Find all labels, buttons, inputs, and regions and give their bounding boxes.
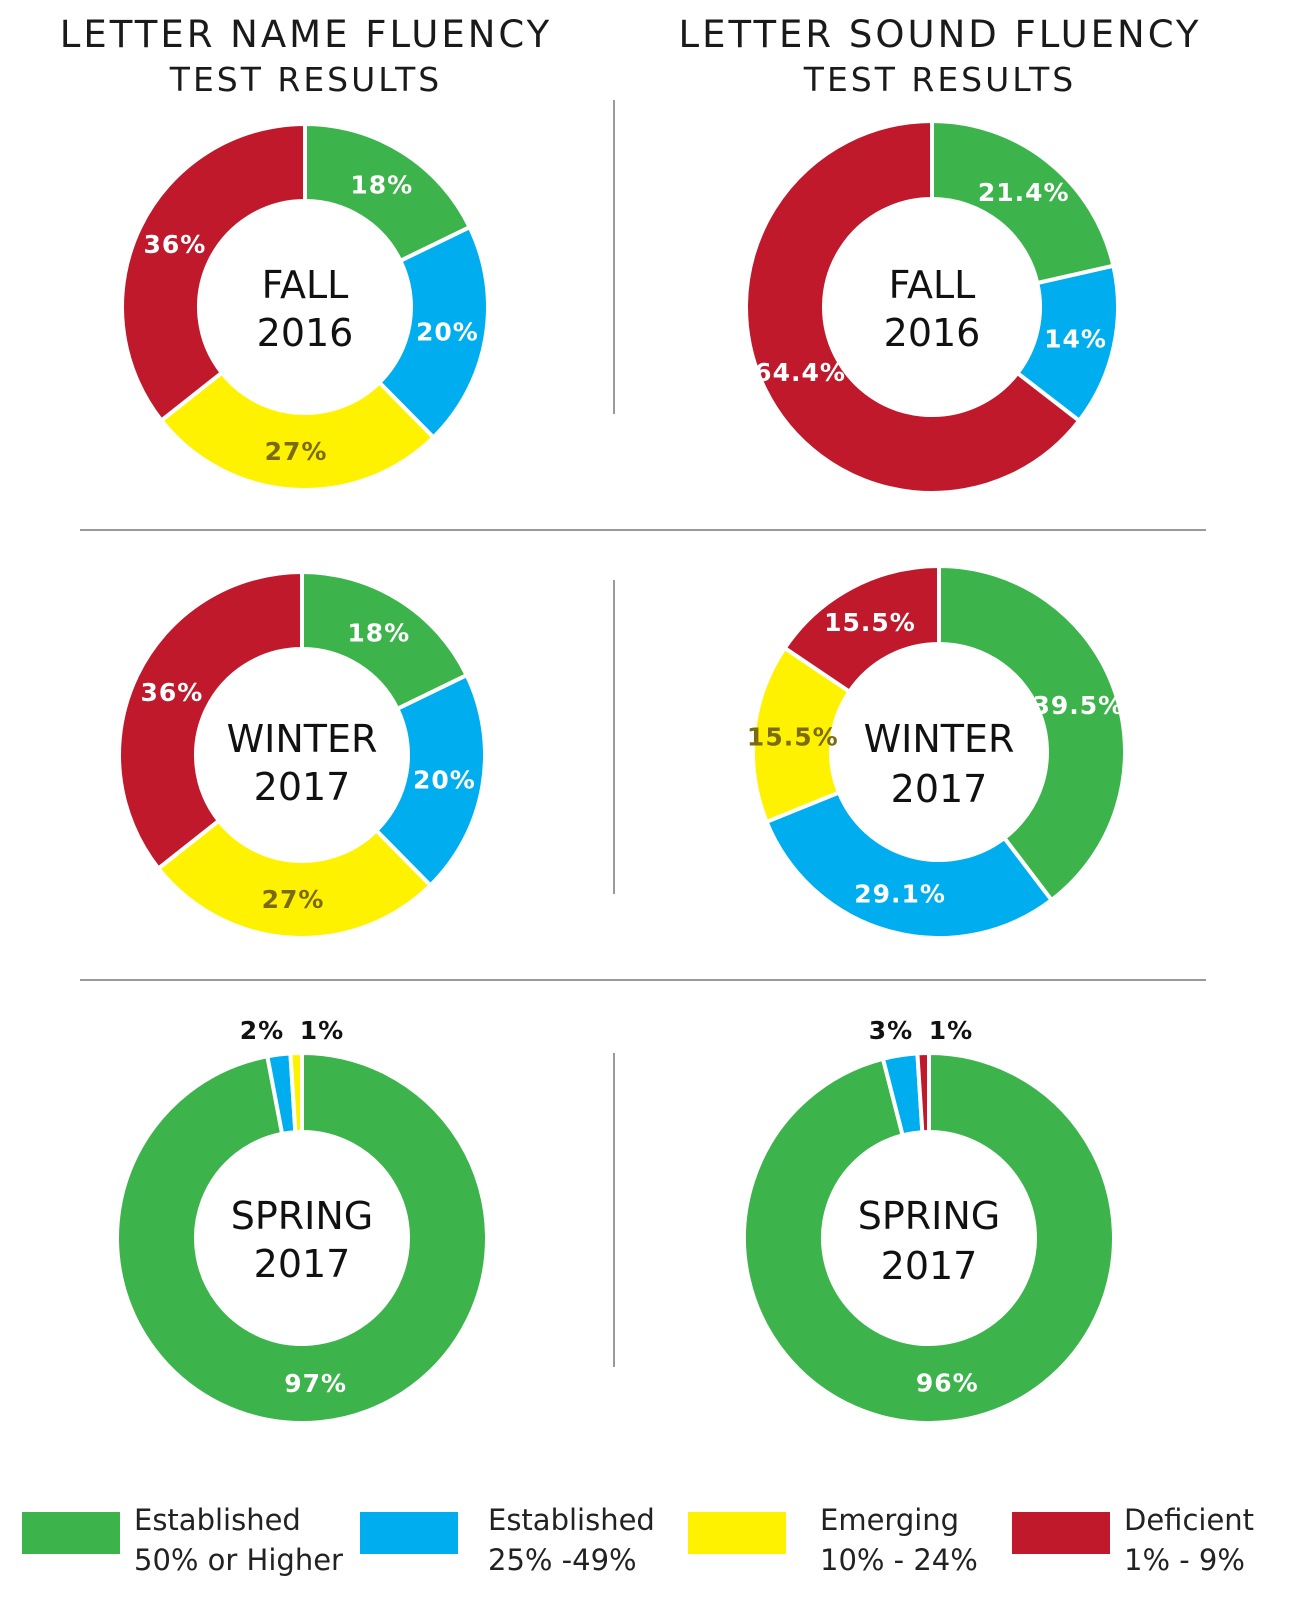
slice-label: 21.4% xyxy=(978,178,1070,207)
legend-label: Deficient xyxy=(1124,1503,1255,1537)
title-letter-name-fluency: LETTER NAME FLUENCY TEST RESULTS xyxy=(6,12,606,102)
center-season-label: WINTER xyxy=(227,717,378,761)
column-divider-row2 xyxy=(613,580,615,894)
legend-range: 25% -49% xyxy=(488,1543,637,1577)
donut-chart: 39.5% 29.1% 15.5% 15.5% WINTER 2017 xyxy=(747,563,1127,940)
donut-slice xyxy=(763,789,1055,940)
legend-range: 1% - 9% xyxy=(1124,1543,1245,1577)
column-divider-row1 xyxy=(613,100,615,414)
legend-swatch-established-mid xyxy=(360,1512,458,1554)
donut-slice xyxy=(117,569,304,872)
legend-range: 10% - 24% xyxy=(820,1543,978,1577)
donut-slice xyxy=(373,672,487,889)
center-season-label: FALL xyxy=(889,263,976,307)
slice-label: 15.5% xyxy=(824,608,916,637)
title-right-line1: LETTER SOUND FLUENCY xyxy=(678,13,1202,56)
donut-slice xyxy=(303,121,473,264)
donut-slice xyxy=(930,118,1116,286)
donut-slice xyxy=(300,569,470,712)
center-season-label: SPRING xyxy=(231,1194,374,1238)
slice-label: 64.4% xyxy=(754,358,846,387)
row-divider-1 xyxy=(80,529,1206,531)
slice-label: 36% xyxy=(144,230,207,259)
center-year-label: 2016 xyxy=(884,311,981,355)
center-year-label: 2017 xyxy=(881,1244,978,1288)
slice-label: 39.5% xyxy=(1032,691,1124,720)
donut-slice xyxy=(915,1050,931,1135)
slice-label: 1% xyxy=(300,1016,344,1045)
column-divider-row3 xyxy=(613,1053,615,1367)
slice-label: 29.1% xyxy=(854,880,946,909)
center-year-label: 2017 xyxy=(891,767,988,811)
donut-slice xyxy=(158,369,437,492)
slice-label: 20% xyxy=(413,766,476,795)
title-letter-sound-fluency: LETTER SOUND FLUENCY TEST RESULTS xyxy=(640,12,1240,102)
donut-slice xyxy=(742,1050,1116,1425)
title-left-line1: LETTER NAME FLUENCY xyxy=(59,13,553,56)
donut-slice xyxy=(744,118,1082,495)
slice-label: 97% xyxy=(284,1369,347,1398)
slice-label: 27% xyxy=(265,437,328,466)
slice-label: 36% xyxy=(141,678,204,707)
slice-label: 2% xyxy=(240,1016,284,1045)
donut-slice xyxy=(115,1050,489,1425)
donut-slice xyxy=(376,224,490,441)
donut-slice xyxy=(155,817,434,940)
slice-label: 18% xyxy=(347,619,410,648)
slice-label: 14% xyxy=(1044,325,1107,354)
legend-swatch-emerging xyxy=(688,1512,786,1554)
slice-label: 3% xyxy=(869,1016,913,1045)
legend-label: Emerging xyxy=(820,1503,960,1537)
slice-label: 1% xyxy=(929,1016,973,1045)
slice-label: 18% xyxy=(350,171,413,200)
slice-label: 20% xyxy=(416,318,479,347)
row-divider-2 xyxy=(80,979,1206,981)
legend-swatch-deficient xyxy=(1012,1512,1110,1554)
center-season-label: WINTER xyxy=(864,717,1015,761)
slice-label: 15.5% xyxy=(747,723,839,752)
slice-label: 96% xyxy=(916,1368,979,1397)
center-season-label: SPRING xyxy=(858,1194,1001,1238)
legend-swatch-established-high xyxy=(22,1512,120,1554)
legend-label: Established xyxy=(488,1503,655,1537)
center-year-label: 2016 xyxy=(257,311,354,355)
legend-label: Established xyxy=(134,1503,301,1537)
donut-slice xyxy=(937,563,1127,903)
center-season-label: FALL xyxy=(262,263,349,307)
title-left-line2: TEST RESULTS xyxy=(169,60,443,99)
center-year-label: 2017 xyxy=(254,1242,351,1286)
title-right-line2: TEST RESULTS xyxy=(803,60,1077,99)
center-year-label: 2017 xyxy=(254,765,351,809)
donut-slice xyxy=(120,121,307,424)
legend-range: 50% or Higher xyxy=(134,1543,343,1577)
slice-label: 27% xyxy=(262,885,325,914)
donut-chart: 96% 3% 1% SPRING 2017 xyxy=(742,1016,1116,1425)
donut-slice xyxy=(781,563,941,695)
donut-slice xyxy=(288,1050,304,1135)
